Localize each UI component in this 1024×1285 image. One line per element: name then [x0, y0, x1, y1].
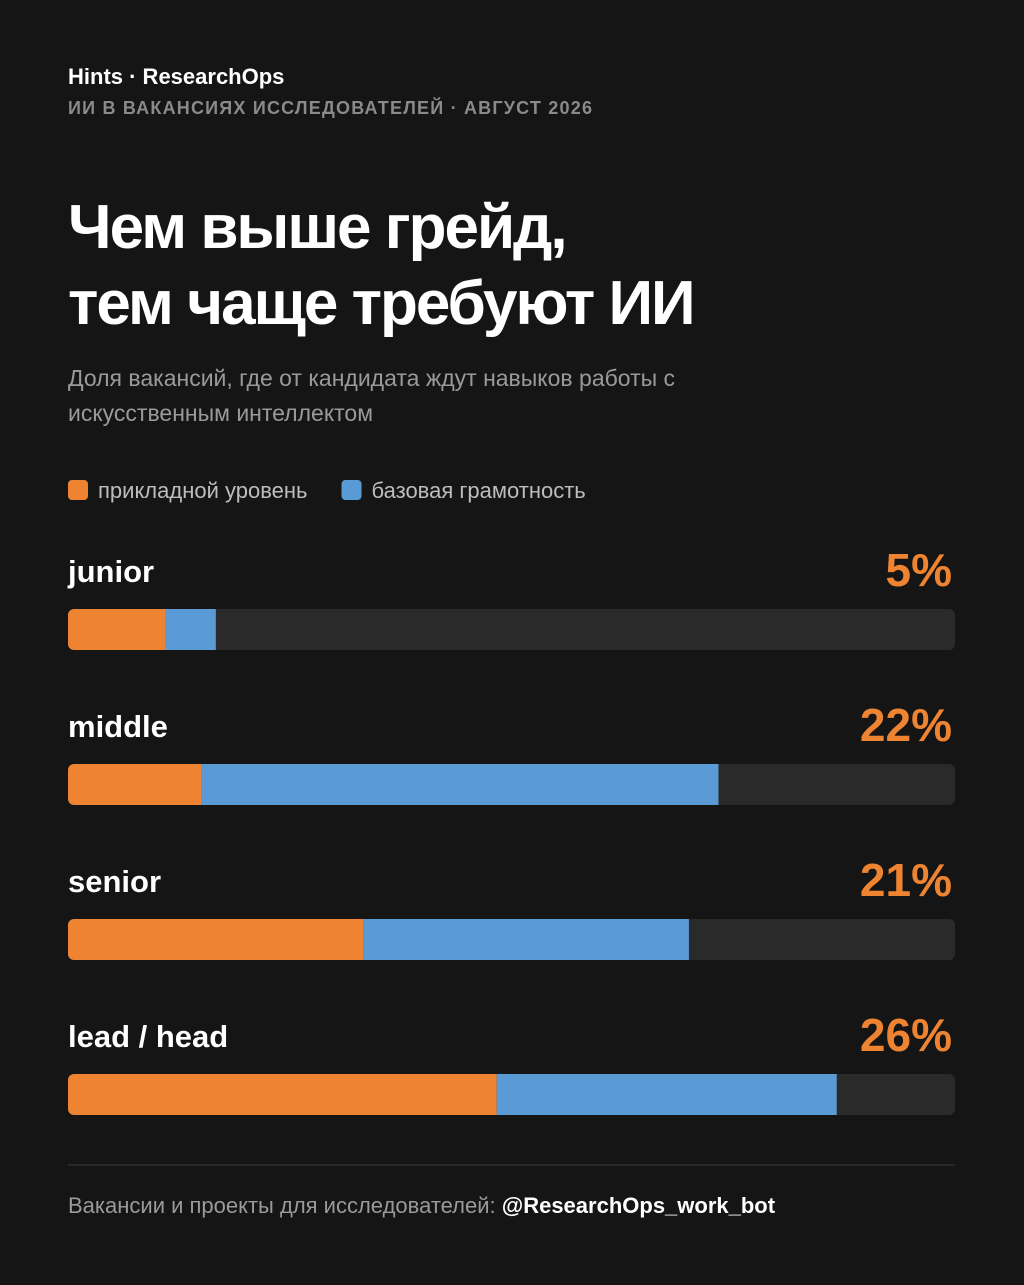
total-label: 5% — [886, 544, 952, 596]
bar-row — [68, 609, 216, 650]
legend-label: базовая грамотность — [372, 478, 586, 503]
footer: Вакансии и проекты для исследователей: @… — [68, 1193, 776, 1218]
brand: Hints · ResearchOps — [68, 64, 284, 89]
chart-title: тем чаще требуют ИИ — [68, 269, 694, 338]
kicker: ИИ В ВАКАНСИЯХ ИССЛЕДОВАТЕЛЕЙ · АВГУСТ 2… — [68, 97, 593, 118]
bar-row — [68, 764, 719, 805]
legend-swatch — [341, 480, 362, 500]
total-label: 21% — [860, 854, 952, 906]
bar-row — [68, 1074, 837, 1115]
track — [68, 609, 955, 650]
chart-subtitle: Доля вакансий, где от кандидата ждут нав… — [68, 365, 675, 391]
category-label: junior — [67, 554, 154, 589]
bar-segment — [363, 919, 689, 960]
category-label: middle — [68, 709, 168, 744]
footer-handle: @ResearchOps_work_bot — [502, 1193, 776, 1218]
category-label: senior — [68, 864, 161, 899]
total-label: 22% — [860, 699, 952, 751]
legend-swatch — [68, 480, 88, 500]
bar-segment — [496, 1074, 837, 1115]
footer-text: Вакансии и проекты для исследователей: — [68, 1193, 502, 1218]
total-label: 26% — [860, 1009, 952, 1061]
bar-segment — [201, 764, 719, 805]
chart-subtitle: искусственным интеллектом — [68, 400, 373, 426]
chart-title: Чем выше грейд, — [68, 193, 566, 262]
bar-segment — [165, 609, 216, 650]
bar-segment — [68, 919, 364, 960]
bar-segment — [68, 1074, 497, 1115]
bar-segment — [68, 764, 202, 805]
category-label: lead / head — [68, 1019, 228, 1054]
bar-row — [68, 919, 689, 960]
legend-label: прикладной уровень — [98, 478, 308, 503]
bar-segment — [68, 609, 166, 650]
